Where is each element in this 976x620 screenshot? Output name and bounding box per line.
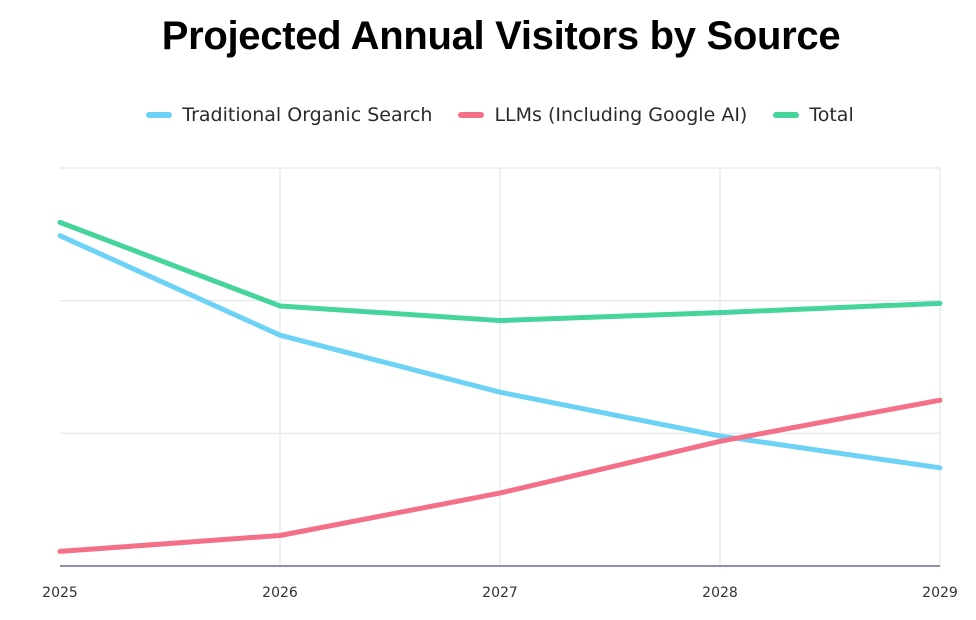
legend-label-llms: LLMs (Including Google AI) bbox=[494, 104, 748, 126]
legend-label-total: Total bbox=[809, 104, 854, 126]
legend-item-organic[interactable]: Traditional Organic Search bbox=[146, 104, 432, 126]
x-tick-label: 2028 bbox=[702, 585, 738, 601]
x-tick-label: 2027 bbox=[482, 585, 518, 601]
x-tick-label: 2025 bbox=[42, 585, 78, 601]
legend-swatch-total bbox=[773, 112, 800, 118]
x-tick-label: 2029 bbox=[922, 585, 958, 601]
chart-title: Projected Annual Visitors by Source bbox=[161, 14, 841, 58]
legend-swatch-organic bbox=[146, 112, 173, 118]
legend-item-total[interactable]: Total bbox=[773, 104, 854, 126]
legend-item-llms[interactable]: LLMs (Including Google AI) bbox=[458, 104, 747, 126]
legend-swatch-llms bbox=[458, 112, 485, 118]
legend: Traditional Organic Search LLMs (Includi… bbox=[0, 104, 976, 126]
x-tick-label: 2026 bbox=[262, 585, 298, 601]
legend-label-organic: Traditional Organic Search bbox=[182, 104, 433, 126]
